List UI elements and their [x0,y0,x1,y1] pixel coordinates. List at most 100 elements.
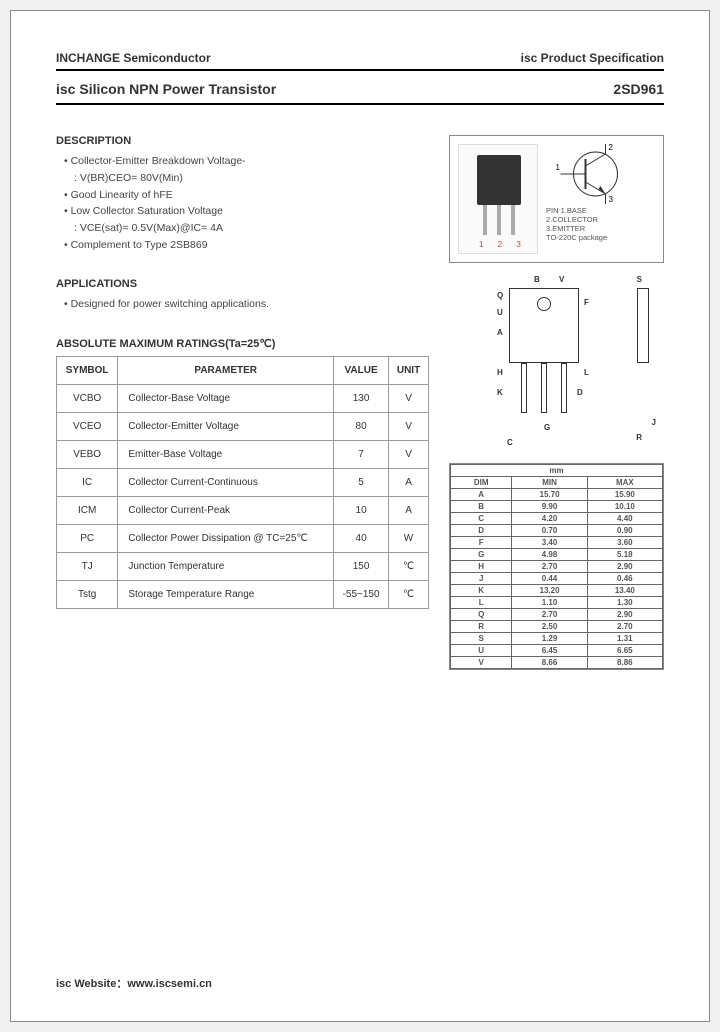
param: Emitter-Base Voltage [118,440,334,468]
ratings-row: VEBOEmitter-Base Voltage7V [57,440,429,468]
dim: R [451,621,512,633]
unit: V [389,440,429,468]
dim-row: K13.2013.40 [451,585,663,597]
dim-row: D0.700.90 [451,525,663,537]
svg-text:2: 2 [609,144,614,152]
dim-row: U6.456.65 [451,645,663,657]
max: 1.30 [587,597,662,609]
package-outline: B V Q U A H K F L D G C S J R [449,273,664,453]
dim: V [451,657,512,669]
min: 9.90 [512,501,587,513]
schematic-symbol: 1 2 3 PIN 1.BASE 2.COLLECTOR 3.EMITTER T… [546,144,655,254]
min: 0.70 [512,525,587,537]
dim: S [451,633,512,645]
sym: TJ [57,552,118,580]
description-title: DESCRIPTION [56,135,429,147]
desc-item: Collector-Emitter Breakdown Voltage- [64,153,429,170]
dimensions-table: mm DIM MIN MAX A15.7015.90B9.9010.10C4.2… [450,464,663,669]
website-url: www.iscsemi.cn [127,978,212,990]
dim: A [451,489,512,501]
svg-text:3: 3 [609,195,614,204]
ratings-table: SYMBOL PARAMETER VALUE UNIT VCBOCollecto… [56,356,429,609]
param: Collector Current-Peak [118,496,334,524]
unit: A [389,496,429,524]
dim-row: C4.204.40 [451,513,663,525]
dim: H [451,561,512,573]
sym: PC [57,524,118,552]
min: 8.66 [512,657,587,669]
value: 7 [334,440,389,468]
dim-row: B9.9010.10 [451,501,663,513]
sym: VCEO [57,412,118,440]
unit: V [389,412,429,440]
right-column: 1 2 3 1 2 [449,135,664,680]
value: 40 [334,524,389,552]
min: 1.10 [512,597,587,609]
min: 0.44 [512,573,587,585]
max: 10.10 [587,501,662,513]
value: 10 [334,496,389,524]
subheader: isc Silicon NPN Power Transistor 2SD961 [56,71,664,105]
dim: F [451,537,512,549]
min: 6.45 [512,645,587,657]
sym: Tstg [57,580,118,608]
max: 0.46 [587,573,662,585]
pin-label: PIN 1.BASE [546,206,655,215]
unit: V [389,384,429,412]
value: 130 [334,384,389,412]
min: 15.70 [512,489,587,501]
dim-row: Q2.702.90 [451,609,663,621]
dim: K [451,585,512,597]
max: 6.65 [587,645,662,657]
dim-row: H2.702.90 [451,561,663,573]
package-photo: 1 2 3 [458,144,538,254]
param: Collector-Emitter Voltage [118,412,334,440]
min: 4.98 [512,549,587,561]
top-header: INCHANGE Semiconductor isc Product Speci… [56,51,664,71]
part-number: 2SD961 [613,81,664,97]
desc-item: Complement to Type 2SB869 [64,237,429,254]
dim-col: MAX [587,477,662,489]
min: 3.40 [512,537,587,549]
left-column: DESCRIPTION Collector-Emitter Breakdown … [56,135,429,680]
max: 8.86 [587,657,662,669]
col-value: VALUE [334,356,389,384]
dim: C [451,513,512,525]
max: 13.40 [587,585,662,597]
dim: D [451,525,512,537]
unit: ℃ [389,552,429,580]
value: -55~150 [334,580,389,608]
ratings-title: ABSOLUTE MAXIMUM RATINGS(Ta=25℃) [56,337,429,350]
website-label: isc Website： [56,978,127,990]
col-parameter: PARAMETER [118,356,334,384]
product-title: isc Silicon NPN Power Transistor [56,81,276,97]
description-list: Collector-Emitter Breakdown Voltage- V(B… [56,153,429,254]
dim-row: L1.101.30 [451,597,663,609]
dim: U [451,645,512,657]
value: 80 [334,412,389,440]
sym: ICM [57,496,118,524]
dim-row: V8.668.86 [451,657,663,669]
doc-type: isc Product Specification [521,51,664,65]
min: 1.29 [512,633,587,645]
value: 5 [334,468,389,496]
min: 2.70 [512,609,587,621]
max: 2.90 [587,609,662,621]
desc-item: V(BR)CEO= 80V(Min) [64,170,429,187]
dim-col: DIM [451,477,512,489]
param: Collector Power Dissipation @ TC=25℃ [118,524,334,552]
sym: VCBO [57,384,118,412]
min: 4.20 [512,513,587,525]
sym: VEBO [57,440,118,468]
max: 1.31 [587,633,662,645]
value: 150 [334,552,389,580]
footer: isc Website：www.iscsemi.cn [56,975,212,991]
desc-item: Low Collector Saturation Voltage [64,203,429,220]
param: Collector Current-Continuous [118,468,334,496]
param: Storage Temperature Range [118,580,334,608]
dim-unit: mm [451,465,663,477]
dim-row: R2.502.70 [451,621,663,633]
min: 13.20 [512,585,587,597]
max: 3.60 [587,537,662,549]
max: 2.90 [587,561,662,573]
